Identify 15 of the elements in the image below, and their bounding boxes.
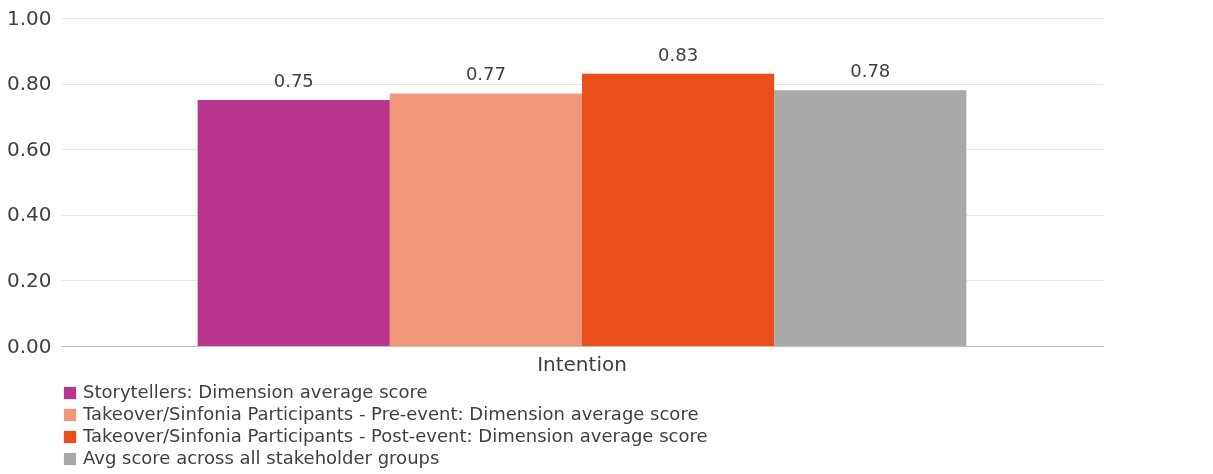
x-tick-label: Intention bbox=[537, 351, 627, 376]
data-label: 0.77 bbox=[465, 63, 506, 85]
legend-label: Takeover/Sinfonia Participants - Pre-event: Dimension average score bbox=[82, 403, 699, 424]
y-tick-label: 0.40 bbox=[6, 202, 52, 227]
legend-label: Storytellers: Dimension average score bbox=[83, 381, 428, 402]
y-tick-label: 0.00 bbox=[6, 333, 52, 358]
y-tick-label: 0.60 bbox=[6, 136, 52, 161]
data-label: 0.78 bbox=[850, 60, 891, 82]
data-label: 0.83 bbox=[658, 43, 699, 65]
legend-label: Takeover/Sinfonia Participants - Post-event: Dimension average score bbox=[82, 425, 708, 446]
y-tick-label: 1.00 bbox=[6, 5, 52, 30]
legend-label: Avg score across all stakeholder groups bbox=[83, 447, 440, 468]
y-tick-label: 0.80 bbox=[6, 71, 52, 96]
data-label: 0.75 bbox=[273, 70, 314, 91]
y-tick-label: 0.20 bbox=[6, 267, 52, 292]
